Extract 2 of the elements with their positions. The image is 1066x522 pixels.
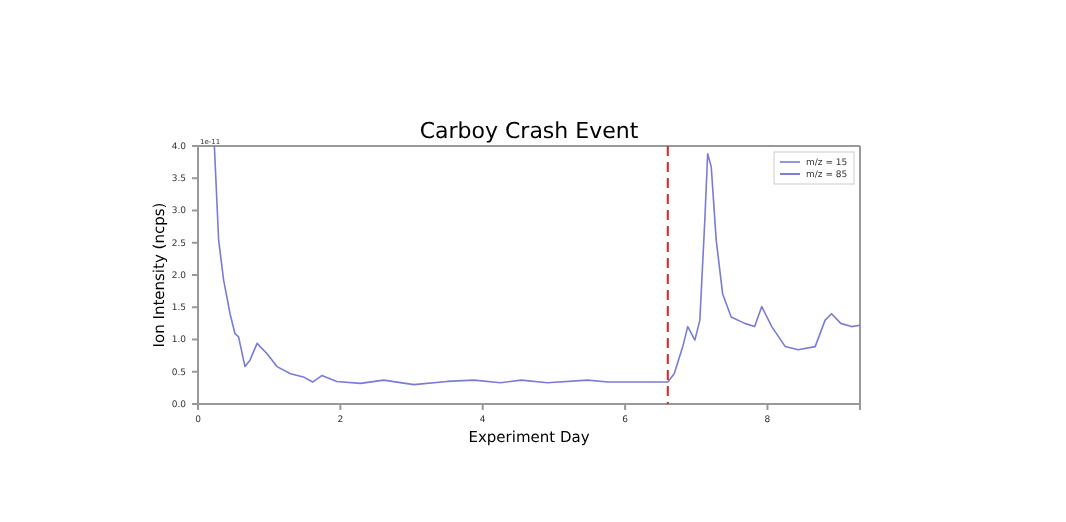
line-series	[213, 146, 860, 386]
chart-title: Carboy Crash Event	[419, 118, 640, 144]
